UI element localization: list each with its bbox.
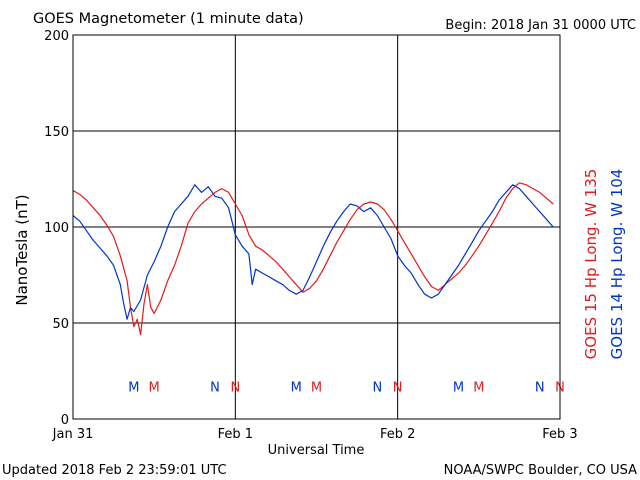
x-tick-label: Feb 1	[218, 427, 253, 442]
orbit-marker-n: N	[373, 380, 383, 395]
updated-label: Updated 2018 Feb 2 23:59:01 UTC	[2, 463, 227, 478]
credit-label: NOAA/SWPC Boulder, CO USA	[444, 463, 637, 478]
y-tick-label: 100	[44, 221, 69, 236]
x-tick-label: Feb 2	[380, 427, 415, 442]
orbit-marker-n: N	[230, 380, 240, 395]
orbit-marker-m: M	[453, 380, 464, 395]
orbit-marker-m: M	[473, 380, 484, 395]
x-tick-label: Feb 3	[542, 427, 577, 442]
orbit-marker-n: N	[210, 380, 220, 395]
orbit-marker-m: M	[149, 380, 160, 395]
begin-label: Begin: 2018 Jan 31 0000 UTC	[445, 18, 636, 33]
orbit-marker-m: M	[311, 380, 322, 395]
orbit-marker-m: M	[128, 380, 139, 395]
x-tick-label: Jan 31	[52, 427, 94, 442]
y-tick-label: 200	[44, 29, 69, 44]
plot-frame	[72, 34, 561, 420]
y-axis-label: NanoTesla (nT)	[13, 194, 31, 305]
legend-goes15: GOES 15 Hp Long. W 135	[582, 169, 600, 360]
orbit-marker-m: M	[291, 380, 302, 395]
axis-ticks: 0 50 100 150 200 Jan 31 Feb 1 Feb 2 Feb 3	[44, 29, 578, 442]
legend-goes14: GOES 14 Hp Long. W 104	[608, 169, 626, 360]
y-tick-label: 50	[52, 317, 69, 332]
grid-lines	[73, 35, 560, 419]
series-lines	[72, 182, 554, 336]
y-tick-label: 0	[61, 413, 69, 428]
orbit-marker-n: N	[535, 380, 545, 395]
x-axis-label: Universal Time	[268, 443, 365, 458]
series-line-goes15	[72, 182, 554, 336]
orbit-marker-n: N	[393, 380, 403, 395]
series-line-goes14	[72, 184, 554, 320]
chart-title: GOES Magnetometer (1 minute data)	[33, 11, 304, 27]
y-tick-label: 150	[44, 125, 69, 140]
